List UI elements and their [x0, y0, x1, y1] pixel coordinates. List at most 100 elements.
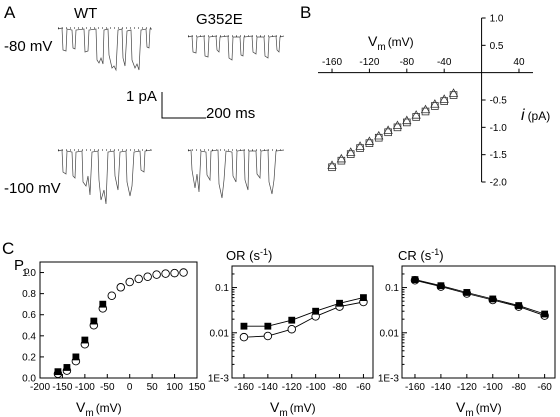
cr-series-line: [414, 279, 545, 315]
iv-point: [421, 107, 430, 116]
cr-title-main: CR (s: [398, 248, 432, 263]
cr-x-tick-label: -60: [537, 382, 552, 393]
panel-label-c: C: [2, 239, 14, 258]
or-xlabel-unit: (mV): [290, 401, 316, 415]
po-point: [90, 317, 98, 325]
cr-title-sup: -1: [431, 247, 439, 257]
po-x-tick-label: -50: [100, 382, 115, 393]
iv-point: [355, 141, 365, 150]
iv-x-tick-label: -40: [437, 57, 452, 68]
or-point: [264, 322, 272, 330]
or-x-tick-label: -140: [258, 382, 278, 393]
iv-point: [449, 91, 458, 99]
po-title: Po: [14, 257, 30, 277]
trace-wt-80: [57, 27, 152, 72]
cr-series-line: [414, 279, 545, 317]
cr-y-tick-label: 1E-3: [378, 374, 400, 385]
po-xlabel-sub: m: [85, 408, 93, 417]
trace-col-label-wt: WT: [74, 5, 97, 22]
iv-x-tick-label: 40: [513, 57, 525, 68]
po-xlabel-unit: (mV): [96, 401, 122, 415]
cr-title: CR (s-1): [398, 247, 444, 263]
iv-point: [393, 123, 402, 132]
po-point: [143, 272, 152, 282]
iv-point: [337, 156, 346, 165]
trace-row-label-100: -100 mV: [4, 180, 61, 197]
po-point: [161, 269, 170, 278]
po-chart: Po Vm (mV) -200 -150 -100 -50 0 50 100 150 0.0 0.2…: [14, 257, 206, 417]
iv-xlabel-main: V: [368, 33, 378, 49]
iv-point: [412, 113, 420, 121]
iv-chart: Vm (mV) i (pA) -160 -120 -80 -40 40 1.0 0.5 -0.5 -…: [318, 14, 550, 189]
iv-point: [430, 99, 440, 108]
or-point: [336, 299, 343, 307]
cr-xlabel: Vm (mV): [456, 399, 502, 417]
or-point: [312, 307, 320, 315]
iv-point: [374, 133, 383, 142]
cr-y-tick-label: 0.1: [385, 283, 399, 294]
po-point: [81, 336, 89, 344]
or-point: [287, 324, 296, 334]
iv-ylabel-unit: (pA): [528, 109, 551, 123]
po-y-tick-label: 0.6: [22, 310, 36, 321]
or-xlabel: Vm (mV): [270, 399, 316, 417]
or-series-line: [243, 301, 364, 338]
po-xlabel: Vm (mV): [76, 399, 122, 417]
scale-current-label: 1 pA: [126, 88, 157, 105]
iv-xlabel-unit: (mV): [388, 35, 414, 49]
or-y-tick-label: 1E-3: [208, 374, 230, 385]
iv-point: [420, 104, 431, 114]
cr-point: [437, 282, 445, 290]
po-title-main: P: [14, 257, 24, 274]
iv-point: [365, 139, 374, 147]
po-point: [63, 364, 71, 371]
panel-label-a: A: [4, 3, 16, 22]
cr-point: [515, 302, 523, 309]
iv-x-tick-label: -80: [400, 57, 415, 68]
po-x-tick-label: 100: [166, 382, 183, 393]
or-x-tick-label: -160: [234, 382, 254, 393]
po-title-sub: o: [24, 266, 30, 277]
po-x-tick-label: 0: [127, 382, 133, 393]
trace-row-label-80: -80 mV: [4, 38, 52, 55]
iv-y-tick-label: -1.5: [490, 150, 508, 161]
or-x-tick-label: -100: [306, 382, 326, 393]
po-point: [170, 268, 179, 278]
iv-point: [384, 128, 392, 137]
iv-point: [440, 97, 448, 105]
cr-x-tick-label: -120: [457, 382, 477, 393]
iv-y-tick-label: -1.0: [490, 123, 508, 134]
or-xlabel-sub: m: [279, 408, 287, 417]
iv-ylabel: i (pA): [521, 107, 550, 124]
po-x-tick-label: -150: [52, 382, 72, 393]
po-point: [134, 274, 143, 284]
iv-point: [392, 120, 403, 129]
or-xlabel-main: V: [270, 399, 280, 415]
cr-point: [411, 276, 419, 284]
cr-x-tick-label: -140: [431, 382, 451, 393]
panel-label-b: B: [300, 3, 311, 22]
or-title: OR (s-1): [226, 247, 272, 263]
trace-col-label-g352e: G352E: [196, 11, 243, 28]
iv-y-tick-label: -2.0: [490, 178, 508, 189]
or-series-line: [243, 297, 364, 327]
po-point: [99, 300, 107, 308]
or-title-sup: -1: [260, 247, 268, 257]
po-point: [152, 270, 161, 279]
or-point: [288, 316, 296, 324]
iv-point: [346, 147, 356, 156]
iv-point: [448, 88, 459, 97]
cr-frame: [401, 265, 556, 379]
iv-point: [327, 160, 337, 169]
iv-point: [364, 136, 375, 145]
cr-x-tick-label: -80: [511, 382, 526, 393]
cr-point: [541, 310, 549, 318]
or-x-tick-label: -60: [356, 382, 371, 393]
iv-point: [346, 150, 355, 158]
po-point: [54, 368, 62, 376]
cr-xlabel-main: V: [456, 399, 466, 415]
po-point: [125, 277, 134, 287]
or-point: [239, 332, 249, 342]
or-frame: [231, 265, 374, 379]
